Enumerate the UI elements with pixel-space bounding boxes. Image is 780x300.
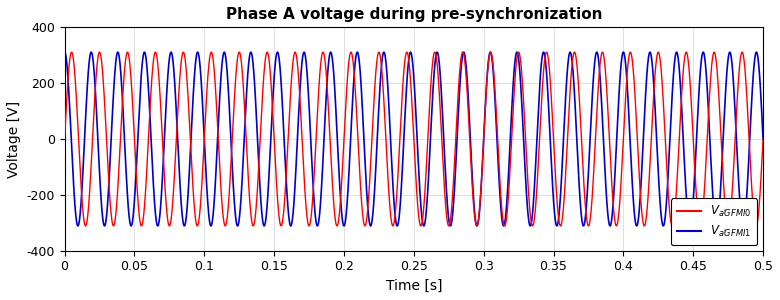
X-axis label: Time [s]: Time [s]: [385, 279, 442, 293]
Title: Phase A voltage during pre-synchronization: Phase A voltage during pre-synchronizati…: [225, 7, 602, 22]
Legend: $V_{a'\!GFMI0}$, $V_{a'\!GFMI1}$: $V_{a'\!GFMI0}$, $V_{a'\!GFMI1}$: [671, 198, 757, 245]
Y-axis label: Voltage [V]: Voltage [V]: [7, 100, 21, 178]
